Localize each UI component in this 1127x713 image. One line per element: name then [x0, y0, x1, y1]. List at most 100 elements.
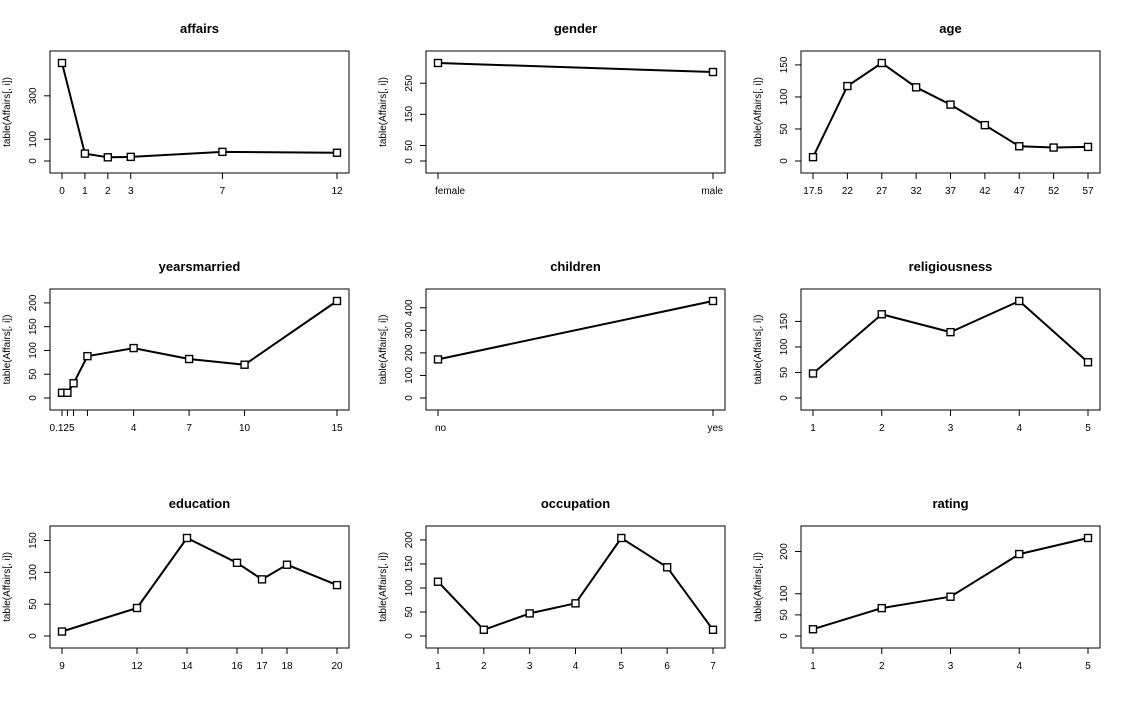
data-point [708, 625, 718, 634]
panel-education: education table(Affairs[, i]) 9 12 14 16 17 18 2… [2, 496, 350, 672]
x-tick-label: 9 [59, 661, 65, 672]
y-axis-label: table(Affairs[, i]) [2, 77, 13, 147]
y-tick-label: 150 [779, 313, 790, 330]
y-tick-label: 300 [404, 322, 415, 339]
y-tick-label: 200 [28, 294, 39, 311]
panel-title: rating [932, 496, 968, 511]
x-tick-label: 16 [231, 661, 243, 672]
series-line [437, 300, 714, 361]
x-tick-label: 5 [619, 661, 625, 672]
data-point [57, 627, 67, 636]
y-tick-label: 400 [404, 299, 415, 316]
y-tick-label: 0 [28, 158, 39, 164]
y-tick-label: 150 [779, 56, 790, 73]
y-tick-label: 50 [404, 139, 415, 151]
x-tick-label: 1 [810, 661, 816, 672]
data-point [980, 120, 990, 130]
y-tick-label: 50 [779, 609, 790, 621]
data-point [877, 310, 886, 319]
panel-occupation: occupation table(Affairs[, i]) 1 2 3 4 5 6 7 0 50 1… [378, 496, 726, 672]
y-tick-label: 50 [28, 368, 39, 380]
data-point [708, 296, 718, 306]
x-tick-label: 10 [239, 423, 251, 434]
panel-title: yearsmarried [159, 259, 241, 274]
x-tick-label: 12 [331, 186, 343, 197]
y-axis-label: table(Affairs[, i]) [2, 552, 13, 622]
series-line [61, 537, 338, 633]
y-tick-label: 100 [404, 367, 415, 384]
x-tick-label: 12 [131, 661, 143, 672]
panel-title: education [169, 496, 230, 511]
y-axis-label: table(Affairs[, i]) [378, 552, 389, 622]
x-tick-label: 42 [979, 186, 991, 197]
panel-age: age table(Affairs[, i]) 17.5 22 27 32 37 42 47 52… [753, 21, 1101, 197]
y-tick-label: 0 [404, 395, 415, 401]
series-line [61, 62, 338, 159]
x-tick-label: 14 [181, 661, 193, 672]
plot-box [800, 288, 1101, 411]
data-point [126, 152, 135, 162]
data-point [57, 58, 67, 68]
y-tick-label: 100 [779, 88, 790, 105]
x-tick-label: 15 [331, 423, 343, 434]
x-tick-label: male [701, 186, 723, 197]
data-point [332, 296, 342, 306]
x-tick-label: 37 [945, 186, 957, 197]
series-line [812, 537, 1089, 631]
y-tick-label: 0 [28, 633, 39, 639]
plot-box [800, 50, 1101, 174]
y-axis-label: table(Affairs[, i]) [2, 315, 13, 385]
data-point [257, 575, 267, 584]
data-point [843, 81, 852, 91]
plot-box [49, 288, 350, 411]
panel-gender: gender table(Affairs[, i]) female male 0 50 15… [378, 21, 726, 197]
series-line [812, 300, 1089, 375]
x-tick-label: 17 [256, 661, 268, 672]
y-tick-label: 50 [28, 598, 39, 610]
x-tick-label: 0 [59, 186, 65, 197]
y-tick-label: 200 [779, 543, 790, 560]
x-tick-label: 2 [105, 186, 111, 197]
data-point [1083, 533, 1093, 543]
y-tick-label: 300 [28, 87, 39, 104]
panel-title: religiousness [909, 259, 993, 274]
y-tick-label: 0 [404, 633, 415, 639]
x-tick-label: 1 [82, 186, 88, 197]
y-tick-label: 50 [779, 366, 790, 378]
series-line [437, 537, 714, 631]
x-tick-label: 7 [710, 661, 716, 672]
y-tick-label: 50 [779, 123, 790, 135]
x-tick-label: yes [707, 423, 723, 434]
series-line [437, 62, 714, 73]
y-tick-label: 200 [404, 531, 415, 548]
x-tick-label: 6 [664, 661, 670, 672]
plot-box [425, 50, 726, 174]
data-point [80, 149, 90, 158]
data-point [1049, 143, 1058, 152]
x-tick-label: 7 [220, 186, 226, 197]
plot-box [425, 525, 726, 649]
x-tick-label: 17.5 [803, 186, 823, 197]
panel-children: children table(Affairs[, i]) no yes 0 100 200 3… [378, 259, 726, 434]
x-tick-label: 2 [879, 423, 885, 434]
data-point [332, 148, 342, 157]
y-tick-label: 0 [779, 633, 790, 639]
x-tick-label: 18 [281, 661, 293, 672]
x-tick-label: 3 [948, 423, 954, 434]
data-point [525, 609, 534, 618]
data-point [911, 83, 921, 92]
series-line [812, 62, 1089, 158]
data-point [433, 355, 443, 364]
plot-box [800, 525, 1101, 649]
data-point [182, 533, 192, 543]
panel-title: affairs [180, 21, 219, 36]
x-tick-label: 3 [128, 186, 134, 197]
data-point [282, 560, 292, 569]
y-axis-label: table(Affairs[, i]) [753, 77, 764, 147]
x-tick-label: 3 [527, 661, 533, 672]
data-point [63, 388, 72, 397]
x-tick-label: 1 [435, 661, 441, 672]
data-point [240, 360, 249, 369]
